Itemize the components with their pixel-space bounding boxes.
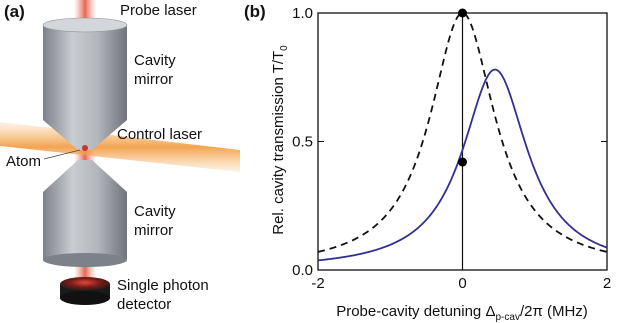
cavity-mirror-top bbox=[42, 17, 128, 150]
detector-label-2: detector bbox=[117, 296, 171, 313]
y-tick-label: 1.0 bbox=[292, 5, 313, 22]
panel-b: (b) Rel. cavity transmission T/T0 Probe-… bbox=[244, 2, 611, 323]
panel-a-label: (a) bbox=[4, 2, 25, 21]
x-tick-label: 0 bbox=[458, 275, 466, 292]
atom-dot bbox=[82, 145, 88, 151]
cavity-mirror-bottom-label-1: Cavity bbox=[134, 203, 176, 220]
probe-laser-label: Probe laser bbox=[120, 2, 197, 19]
panel-a: (a) Probe laser Cavity mirror bbox=[0, 0, 240, 313]
detector-label-1: Single photon bbox=[117, 277, 209, 294]
atom-pointer bbox=[43, 149, 81, 160]
y-tick-label: 0.0 bbox=[292, 262, 313, 279]
atom-label: Atom bbox=[6, 153, 41, 170]
y-tick-label: 0.5 bbox=[292, 134, 313, 151]
cavity-mirror-bottom bbox=[43, 160, 127, 267]
x-tick-label: 2 bbox=[603, 275, 611, 292]
x-tick-label: -2 bbox=[311, 275, 324, 292]
x-axis-label: Probe-cavity detuning Δp-cav/2π (MHz) bbox=[336, 303, 588, 323]
control-laser-label: Control laser bbox=[117, 126, 202, 143]
single-photon-detector bbox=[60, 277, 110, 305]
data-point bbox=[458, 8, 467, 18]
cavity-mirror-top-label-2: mirror bbox=[134, 71, 173, 88]
panel-b-label: (b) bbox=[244, 2, 266, 21]
y-axis-label: Rel. cavity transmission T/T0 bbox=[270, 45, 290, 235]
dashed-curve bbox=[317, 12, 608, 253]
cavity-mirror-bottom-label-2: mirror bbox=[134, 222, 173, 239]
data-point bbox=[458, 157, 467, 167]
transmission-plot: -2 0 2 0.0 0.5 1.0 bbox=[292, 5, 611, 292]
solid-curve bbox=[317, 68, 608, 262]
cavity-mirror-top-label-1: Cavity bbox=[134, 52, 176, 69]
